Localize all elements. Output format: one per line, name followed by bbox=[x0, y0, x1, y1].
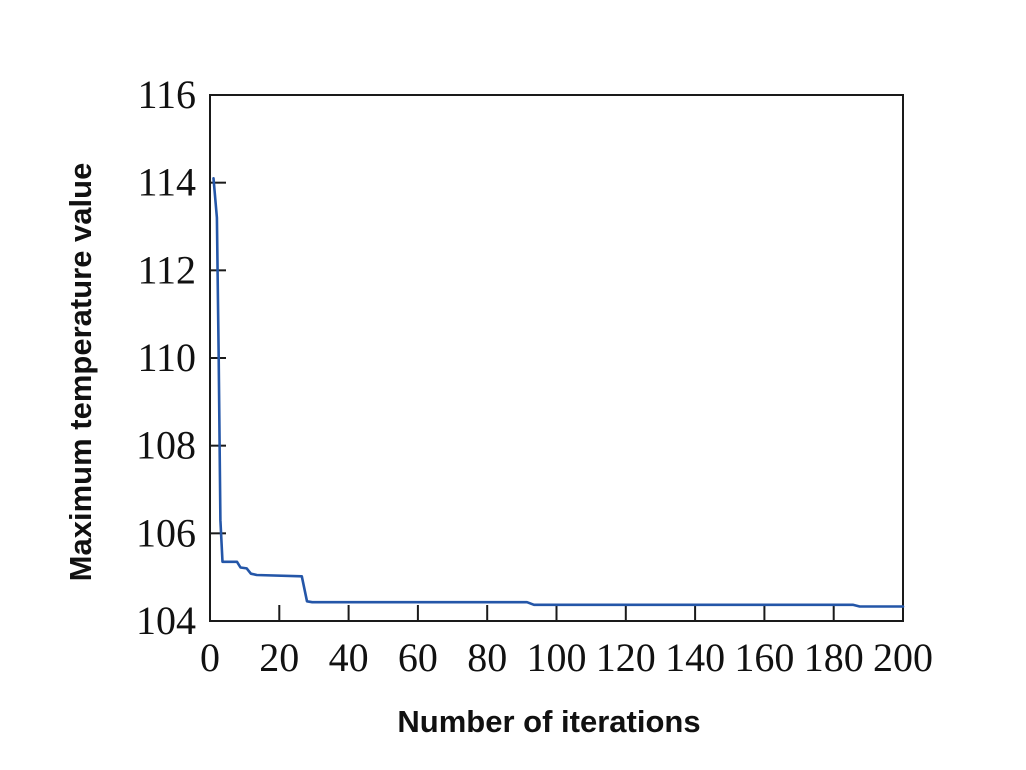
y-tick-label: 106 bbox=[136, 510, 196, 555]
x-tick-label: 200 bbox=[873, 635, 933, 680]
x-tick-label: 160 bbox=[734, 635, 794, 680]
y-tick-label: 112 bbox=[137, 247, 196, 292]
series-line-maximum-temperature bbox=[212, 177, 905, 608]
y-tick-label: 108 bbox=[136, 423, 196, 468]
x-tick-label: 120 bbox=[596, 635, 656, 680]
x-tick-label: 20 bbox=[259, 635, 299, 680]
x-tick-label: 60 bbox=[398, 635, 438, 680]
y-tick-label: 116 bbox=[137, 72, 196, 117]
x-tick-label: 40 bbox=[329, 635, 369, 680]
x-tick-label: 180 bbox=[804, 635, 864, 680]
y-axis-title: Maximum temperature value bbox=[63, 162, 98, 582]
y-tick-label: 104 bbox=[136, 598, 196, 643]
y-tick-label: 110 bbox=[137, 335, 196, 380]
x-axis-title: Number of iterations bbox=[397, 704, 701, 739]
plot-border bbox=[209, 94, 904, 622]
y-tick-label: 114 bbox=[137, 160, 196, 205]
x-tick-label: 140 bbox=[665, 635, 725, 680]
x-tick-label: 80 bbox=[467, 635, 507, 680]
x-tick-label: 100 bbox=[527, 635, 587, 680]
x-tick-label: 0 bbox=[200, 635, 220, 680]
